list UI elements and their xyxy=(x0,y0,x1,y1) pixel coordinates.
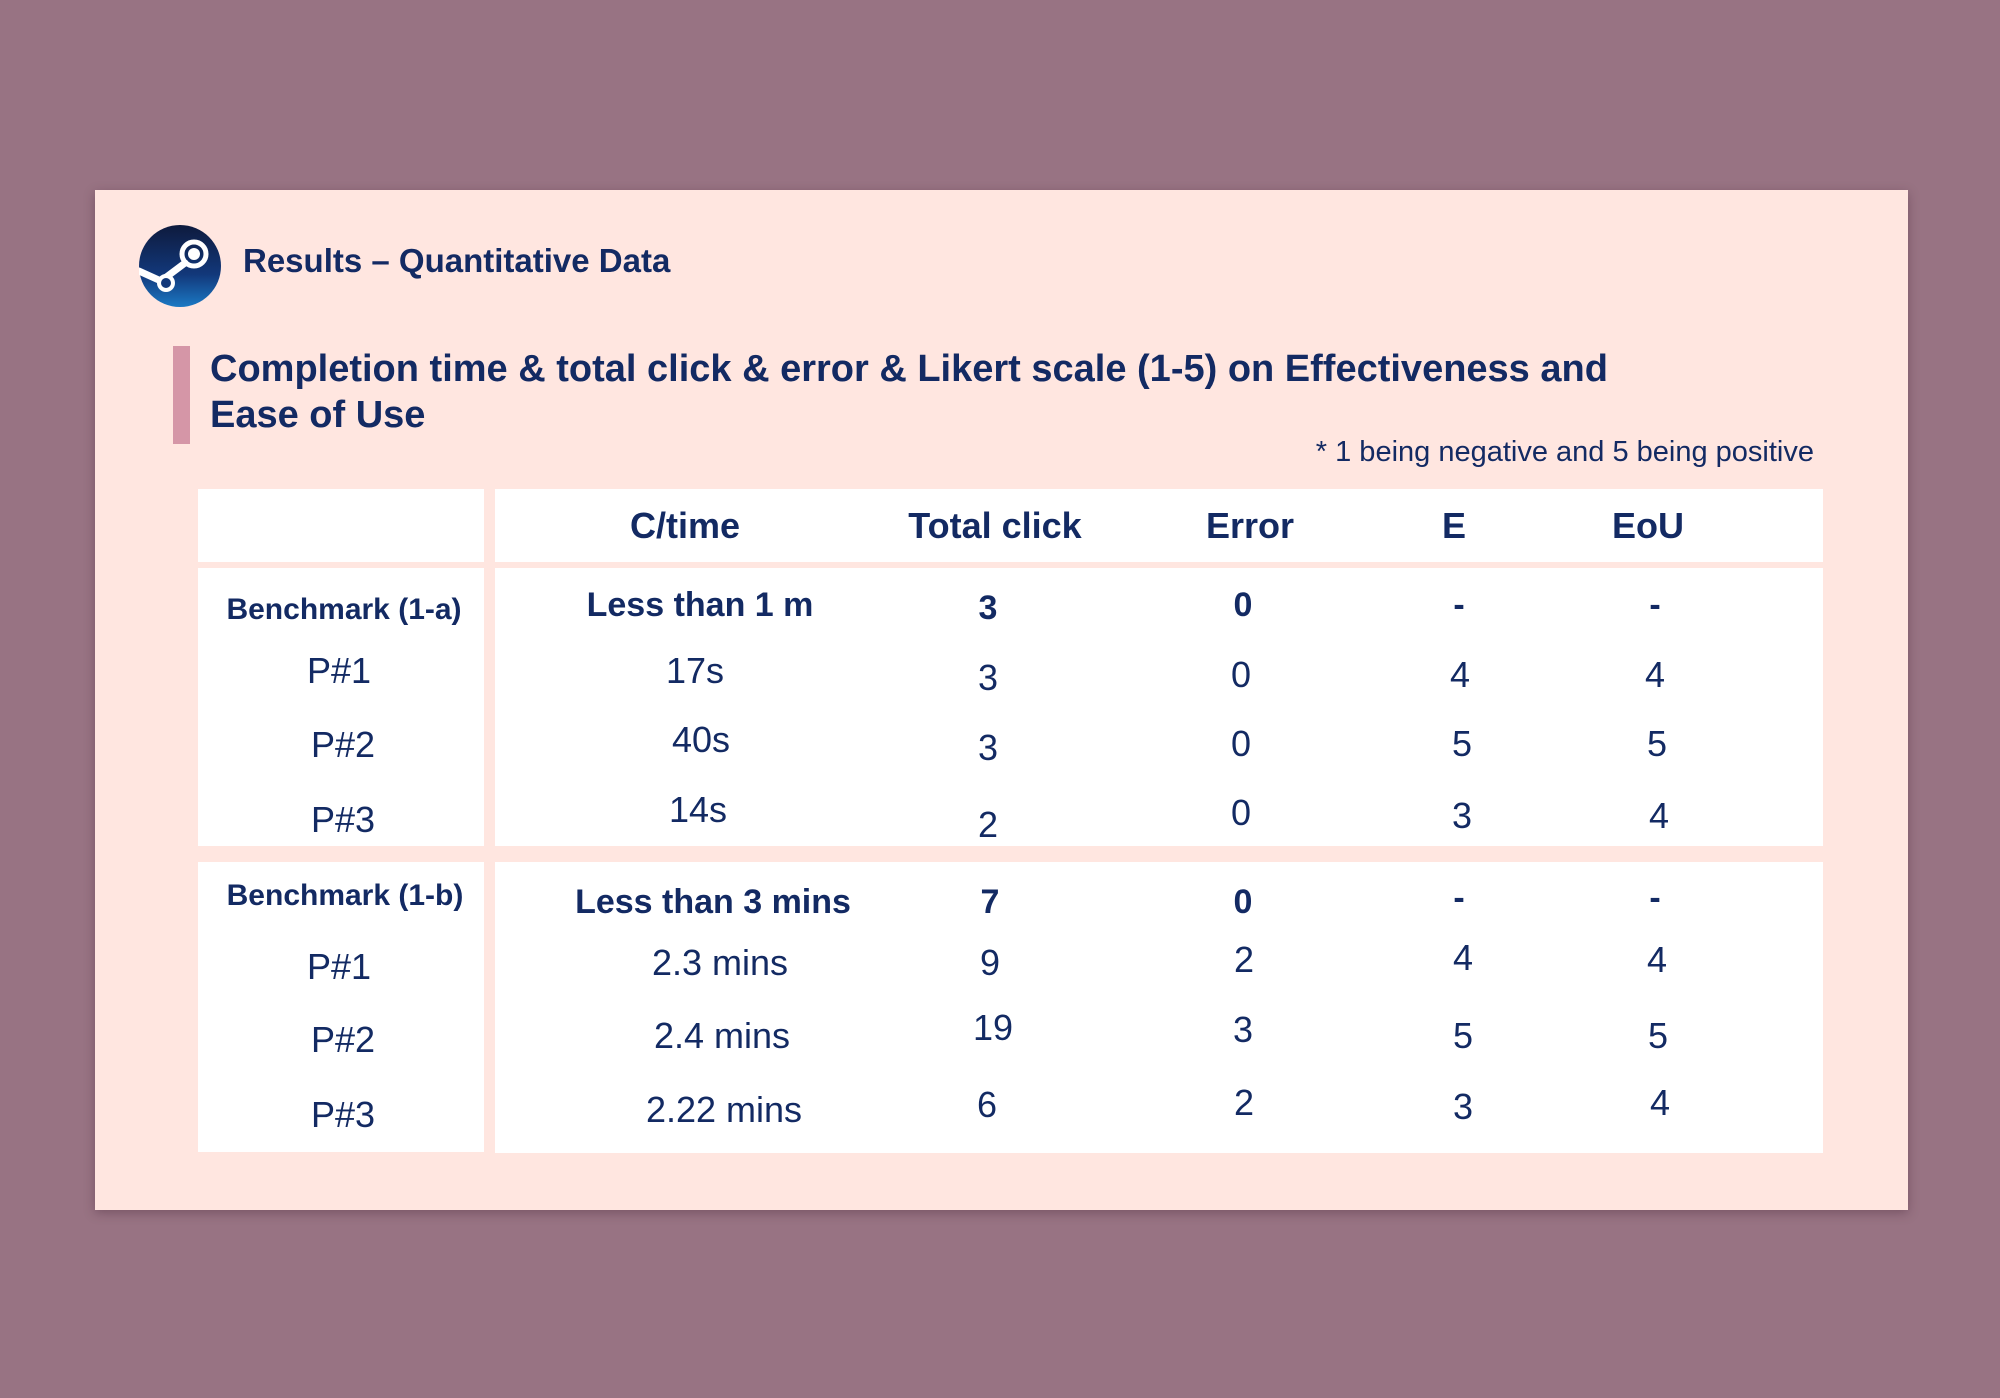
slide: Results – Quantitative Data Completion t… xyxy=(95,190,1908,1210)
cell-1a-p1-total-click: 3 xyxy=(977,657,999,698)
benchmark-1a-eou: - xyxy=(1649,586,1661,624)
cell-1a-p1-e: 4 xyxy=(1449,654,1471,695)
heading-line-2: Ease of Use xyxy=(210,394,426,436)
cell-1b-p2-ctime: 2.4 mins xyxy=(653,1015,791,1056)
cell-1b-p3-e: 3 xyxy=(1452,1086,1474,1127)
cell-1b-p3-eou: 4 xyxy=(1649,1082,1671,1123)
cell-1a-p3-e: 3 xyxy=(1451,795,1473,836)
benchmark-1b-ctime: Less than 3 mins xyxy=(575,883,851,921)
column-header-eou: EoU xyxy=(1612,505,1684,546)
cell-1a-p1-eou: 4 xyxy=(1644,654,1666,695)
benchmark-1b-error: 0 xyxy=(1233,883,1253,921)
heading-accent-bar xyxy=(173,346,190,444)
cell-1b-p2-total-click: 19 xyxy=(972,1007,1014,1048)
cell-1b-p1-e: 4 xyxy=(1452,937,1474,978)
row-label-1a-p1: P#1 xyxy=(306,650,372,691)
benchmark-label-1a: Benchmark (1-a) xyxy=(226,593,462,626)
cell-1a-p3-ctime: 14s xyxy=(668,789,728,830)
cell-1b-p1-ctime: 2.3 mins xyxy=(651,942,789,983)
row-label-1b-p1: P#1 xyxy=(306,946,372,987)
cell-1a-p3-total-click: 2 xyxy=(977,804,999,845)
section-heading: Completion time & total click & error & … xyxy=(210,346,1770,438)
benchmark-label-1b: Benchmark (1-b) xyxy=(226,879,464,912)
row-label-1a-p3: P#3 xyxy=(310,799,376,840)
benchmark-1a-total-click: 3 xyxy=(978,589,998,627)
benchmark-1a-ctime: Less than 1 m xyxy=(586,586,814,624)
row-label-1b-p3: P#3 xyxy=(310,1094,376,1135)
steam-logo-icon xyxy=(139,225,221,307)
footnote: * 1 being negative and 5 being positive xyxy=(1315,436,1814,468)
benchmark-1b-total-click: 7 xyxy=(980,883,1000,921)
cell-1a-p3-error: 0 xyxy=(1230,792,1252,833)
cell-1b-p1-eou: 4 xyxy=(1646,939,1668,980)
cell-1b-p1-total-click: 9 xyxy=(979,942,1001,983)
row-label-1b-p2: P#2 xyxy=(310,1019,376,1060)
data-panel-group-b xyxy=(495,862,1823,1153)
cell-1a-p2-e: 5 xyxy=(1451,723,1473,764)
benchmark-1a-error: 0 xyxy=(1233,586,1253,624)
cell-1b-p2-error: 3 xyxy=(1232,1009,1254,1050)
cell-1b-p3-total-click: 6 xyxy=(976,1084,998,1125)
cell-1a-p2-ctime: 40s xyxy=(671,719,731,760)
cell-1a-p2-error: 0 xyxy=(1230,723,1252,764)
data-panel-group-a xyxy=(495,568,1823,846)
cell-1a-p3-eou: 4 xyxy=(1648,795,1670,836)
cell-1a-p2-total-click: 3 xyxy=(977,727,999,768)
cell-1a-p1-error: 0 xyxy=(1230,654,1252,695)
column-header-total-click: Total click xyxy=(908,505,1082,546)
cell-1b-p2-e: 5 xyxy=(1452,1015,1474,1056)
heading-line-1: Completion time & total click & error & … xyxy=(210,348,1608,390)
column-header-ctime: C/time xyxy=(629,505,741,546)
cell-1a-p1-ctime: 17s xyxy=(665,650,725,691)
column-header-error: Error xyxy=(1205,505,1295,546)
cell-1b-p2-eou: 5 xyxy=(1647,1015,1669,1056)
benchmark-1b-eou: - xyxy=(1649,879,1661,917)
cell-1a-p2-eou: 5 xyxy=(1646,723,1668,764)
column-header-e: E xyxy=(1441,505,1467,546)
header-title: Results – Quantitative Data xyxy=(243,242,671,279)
row-label-1a-p2: P#2 xyxy=(310,724,376,765)
cell-1b-p3-error: 2 xyxy=(1233,1082,1255,1123)
row-label-panel-group-a xyxy=(198,568,484,846)
row-label-panel-group-b xyxy=(198,862,484,1152)
row-label-header-panel xyxy=(198,489,484,562)
benchmark-1a-e: - xyxy=(1453,586,1465,624)
column-header-panel xyxy=(495,489,1823,562)
benchmark-1b-e: - xyxy=(1453,879,1465,917)
cell-1b-p1-error: 2 xyxy=(1233,939,1255,980)
cell-1b-p3-ctime: 2.22 mins xyxy=(645,1089,803,1130)
